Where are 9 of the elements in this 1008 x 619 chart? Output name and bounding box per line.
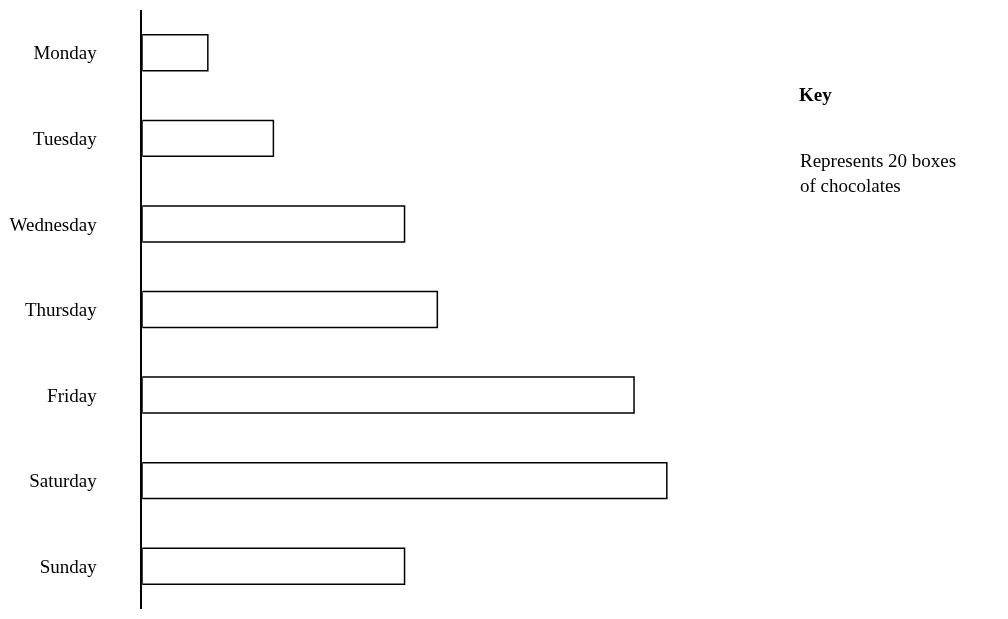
y-tick-label: Wednesday xyxy=(9,213,98,235)
y-tick-label: Saturday xyxy=(29,470,98,492)
text: Key xyxy=(799,84,833,105)
y-tick-label: Sunday xyxy=(39,555,98,577)
y-tick-label: Monday xyxy=(33,42,98,64)
text: Represents 20 boxes of chocolates xyxy=(800,150,957,196)
y-tick-label: Friday xyxy=(47,384,98,406)
y-tick-label: Thursday xyxy=(24,299,98,321)
y-tick-label: Tuesday xyxy=(33,128,98,150)
